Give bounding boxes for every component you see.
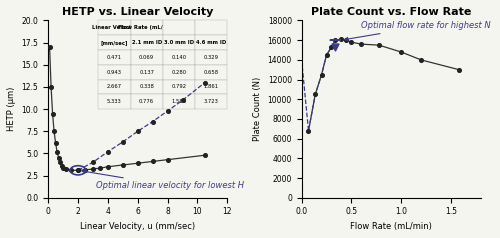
Point [66, 169, 74, 172]
Title: Plate Count vs. Flow Rate: Plate Count vs. Flow Rate [311, 7, 472, 17]
Text: Optimal flow rate for highest N: Optimal flow rate for highest N [344, 21, 491, 41]
Point [178, 98, 186, 102]
Point [201, 81, 209, 84]
X-axis label: Linear Velocity, u (mm/sec): Linear Velocity, u (mm/sec) [80, 222, 196, 231]
Point [304, 129, 312, 133]
Point [342, 38, 350, 42]
Point [89, 160, 97, 164]
Point [48, 112, 56, 115]
Point [148, 120, 156, 124]
Point [134, 129, 141, 133]
Point [417, 58, 425, 62]
Point [322, 53, 330, 57]
Point [338, 37, 345, 41]
Point [46, 45, 54, 49]
Point [82, 168, 90, 172]
Point [375, 43, 383, 47]
Point [348, 40, 356, 44]
Point [50, 129, 58, 133]
Y-axis label: HETP (μm): HETP (μm) [7, 87, 16, 131]
Point [119, 140, 127, 144]
Point [397, 50, 405, 54]
Point [332, 45, 340, 49]
Point [164, 109, 172, 113]
Title: HETP vs. Linear Velocity: HETP vs. Linear Velocity [62, 7, 214, 17]
Point [96, 166, 104, 170]
Point [455, 68, 463, 72]
Point [89, 167, 97, 171]
Point [56, 160, 64, 164]
Point [74, 169, 82, 172]
Point [201, 153, 209, 157]
Point [74, 169, 82, 172]
Point [52, 141, 60, 145]
Point [134, 161, 141, 165]
Text: Optimal linear velocity for lowest H: Optimal linear velocity for lowest H [82, 170, 244, 190]
Point [58, 164, 66, 168]
Point [104, 165, 112, 169]
Point [62, 168, 70, 171]
Point [328, 45, 336, 49]
Point [318, 73, 326, 77]
X-axis label: Flow Rate (mL/min): Flow Rate (mL/min) [350, 222, 432, 231]
Point [164, 158, 172, 162]
Point [53, 150, 61, 154]
Point [332, 38, 340, 42]
Y-axis label: Plate Count (N): Plate Count (N) [253, 77, 262, 141]
Point [104, 150, 112, 154]
Point [148, 159, 156, 163]
Point [59, 166, 67, 169]
Point [54, 156, 62, 160]
Point [119, 163, 127, 167]
Point [312, 92, 320, 96]
Point [358, 42, 366, 46]
Point [47, 85, 55, 89]
